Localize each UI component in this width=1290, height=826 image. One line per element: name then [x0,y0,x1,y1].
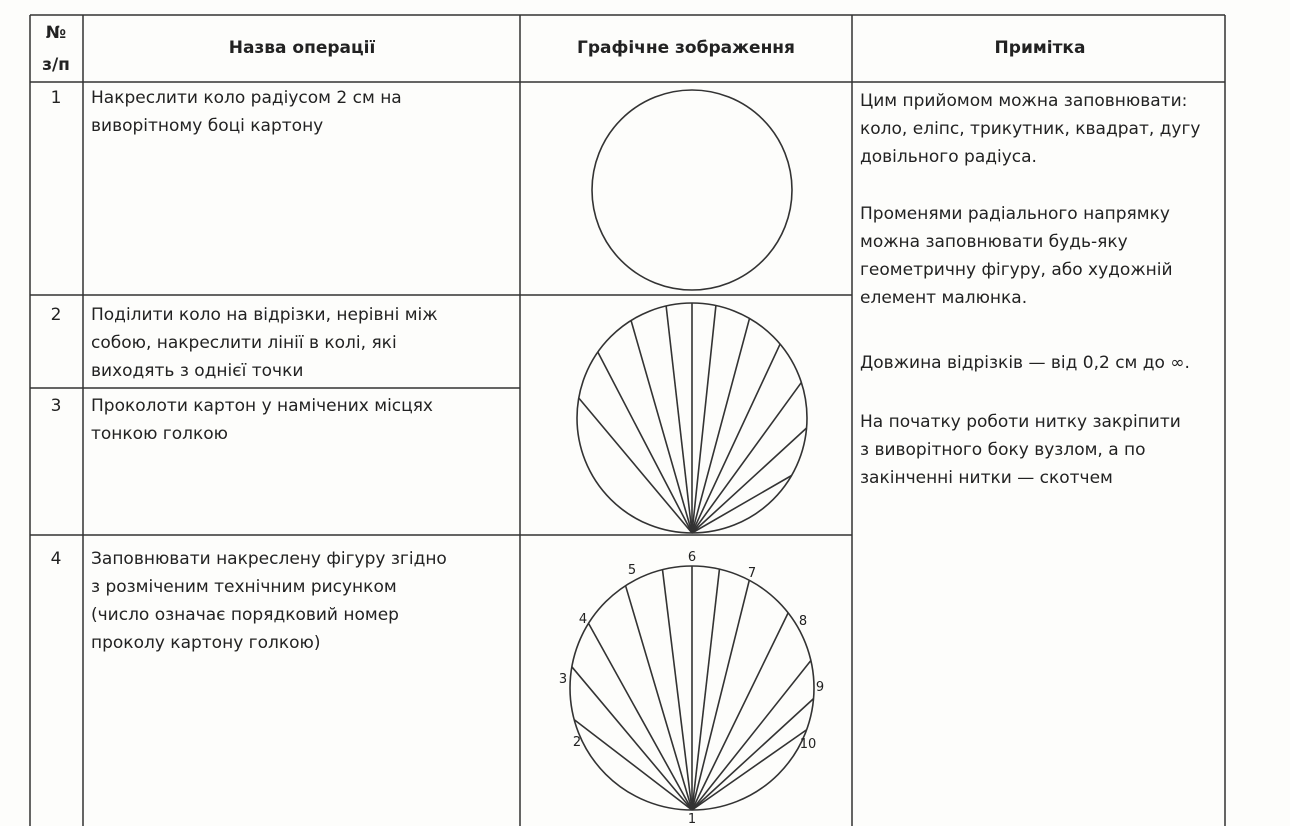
text: Довжина відрізків — від 0,2 см до ∞. [860,353,1190,373]
ray [630,320,693,534]
text: 8 [798,614,808,629]
ray [661,569,693,811]
ray [691,569,721,811]
ray [597,351,693,534]
text: проколу картону голкою) [91,633,321,653]
text: 1 [50,88,62,108]
text: Поділити коло на відрізки, нерівні між [91,305,438,325]
text: Назва операції [228,38,376,58]
text: 3 [558,672,568,687]
ray [691,318,751,534]
text: елемент малюнка. [860,288,1028,308]
text: з розміченим технічним рисунком [91,577,397,597]
ray [571,666,693,811]
ray [691,698,815,811]
text: виходять з однієї точки [91,361,304,381]
text: довільного радіуса. [860,147,1037,167]
ray [691,305,717,534]
text: закінченні нитки — скотчем [860,468,1113,488]
text: 6 [687,550,697,565]
text: 3 [50,396,62,416]
text: 10 [799,737,817,752]
text: Графічне зображення [577,38,795,58]
text: Заповнювати накреслену фігуру згідно [91,549,447,569]
text: 7 [747,566,757,581]
text: Цим прийомом можна заповнювати: [860,91,1188,111]
ray [691,729,808,811]
ray [691,474,792,534]
text: 9 [815,680,825,695]
ray [691,381,803,534]
text: геометричну фігуру, або художній [860,260,1173,280]
ray [573,718,693,811]
text: 2 [50,305,62,325]
text: виворітному боці картону [91,116,324,136]
text: Накреслити коло радіусом 2 см на [91,88,402,108]
ray [587,622,693,811]
ray [691,580,751,811]
ray [624,585,693,811]
circle [591,89,793,291]
text: можна заповнювати будь-яку [860,232,1128,252]
text: 4 [578,612,588,627]
text: 5 [627,563,637,578]
text: Примітка [994,38,1086,58]
ray [691,612,789,811]
text: 4 [50,549,62,569]
text: з виворітного боку вузлом, а по [860,440,1146,460]
ray [691,660,812,811]
ray [691,427,808,534]
text: Променями радіального напрямку [860,204,1170,224]
text: 1 [687,812,697,826]
text: 2 [572,735,582,750]
text: собою, накреслити лінії в колі, які [91,333,397,353]
text: тонкою голкою [91,424,228,444]
text: На початку роботи нитку закріпити [860,412,1181,432]
text: Проколоти картон у намічених місцях [91,396,433,416]
text: з/п [42,55,70,75]
text: № [45,23,67,43]
text: коло, еліпс, трикутник, квадрат, дугу [860,119,1201,139]
ray [578,397,693,534]
ray [665,305,693,534]
ray [691,343,781,534]
text: (число означає порядковий номер [91,605,399,625]
